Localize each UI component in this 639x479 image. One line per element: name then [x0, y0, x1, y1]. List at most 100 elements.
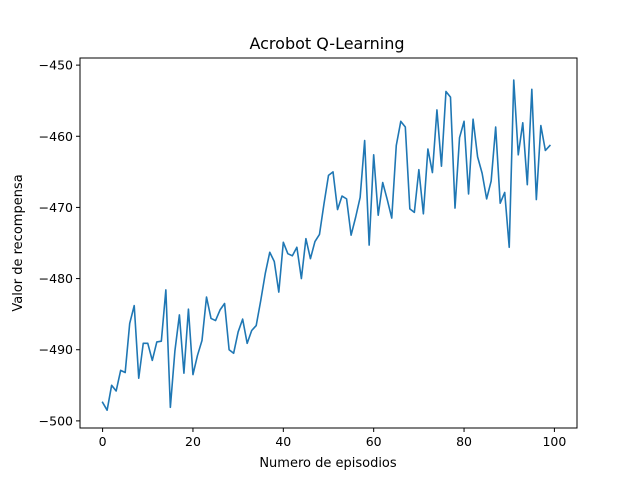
- data-point: [395, 145, 397, 147]
- y-tick-label: −450: [39, 58, 73, 73]
- data-point: [391, 217, 393, 219]
- data-point: [133, 305, 135, 307]
- data-point: [346, 198, 348, 200]
- data-point: [151, 360, 153, 362]
- y-tick-label: −500: [39, 413, 73, 428]
- data-point: [513, 79, 515, 81]
- data-point: [418, 169, 420, 171]
- data-point: [337, 209, 339, 211]
- data-point: [188, 308, 190, 310]
- data-point: [156, 341, 158, 343]
- data-point: [138, 377, 140, 379]
- data-point: [147, 343, 149, 345]
- plot-frame: [79, 57, 578, 429]
- data-point: [490, 180, 492, 182]
- data-point: [377, 214, 379, 216]
- data-point: [472, 118, 474, 120]
- data-point: [310, 258, 312, 260]
- data-point: [197, 355, 199, 357]
- data-point: [328, 175, 330, 177]
- data-point: [549, 145, 551, 147]
- data-point: [224, 303, 226, 305]
- y-tick-label: −460: [39, 129, 73, 144]
- data-point: [323, 203, 325, 205]
- data-point: [237, 331, 239, 333]
- data-point: [382, 182, 384, 184]
- data-point: [481, 172, 483, 174]
- data-point: [255, 325, 257, 327]
- data-point: [450, 96, 452, 98]
- data-point: [536, 199, 538, 201]
- data-point: [264, 273, 266, 275]
- data-point: [359, 197, 361, 199]
- data-point: [522, 122, 524, 124]
- data-point: [368, 244, 370, 246]
- x-tick-label: 80: [456, 434, 472, 449]
- data-point: [251, 330, 253, 332]
- data-point: [459, 137, 461, 139]
- data-point: [115, 390, 117, 392]
- data-point: [215, 320, 217, 322]
- data-point: [531, 89, 533, 91]
- data-point: [423, 213, 425, 215]
- data-point: [540, 125, 542, 127]
- data-point: [445, 91, 447, 93]
- data-point: [350, 234, 352, 236]
- data-point: [296, 246, 298, 248]
- data-point: [269, 251, 271, 253]
- data-point: [436, 109, 438, 111]
- x-tick-label: 60: [366, 434, 382, 449]
- data-point: [278, 291, 280, 293]
- data-point: [463, 121, 465, 123]
- data-point: [386, 199, 388, 201]
- data-point: [499, 202, 501, 204]
- data-point: [165, 289, 167, 291]
- x-axis-label: Numero de episodios: [259, 456, 397, 471]
- data-point: [129, 323, 131, 325]
- data-point: [517, 154, 519, 156]
- data-point: [273, 261, 275, 263]
- data-point: [508, 246, 510, 248]
- data-point: [373, 154, 375, 156]
- data-point: [287, 253, 289, 255]
- data-point: [233, 352, 235, 354]
- data-point: [242, 318, 244, 320]
- data-point: [201, 340, 203, 342]
- data-point: [545, 150, 547, 152]
- data-point: [468, 193, 470, 195]
- data-point: [454, 207, 456, 209]
- data-point: [260, 300, 262, 302]
- data-point: [228, 349, 230, 351]
- x-tick-label: 40: [275, 434, 291, 449]
- y-tick-label: −490: [39, 342, 73, 357]
- data-point: [106, 409, 108, 411]
- x-tick-label: 20: [185, 434, 201, 449]
- y-axis-label: Valor de recompensa: [11, 174, 26, 311]
- data-point: [124, 372, 126, 374]
- data-point: [305, 238, 307, 240]
- data-point: [504, 192, 506, 194]
- data-point: [301, 278, 303, 280]
- data-point: [477, 156, 479, 158]
- data-point: [527, 184, 529, 186]
- data-point: [183, 372, 185, 374]
- series-line: [101, 79, 552, 412]
- data-point: [170, 407, 172, 409]
- plot-area: [101, 79, 552, 412]
- data-point: [246, 343, 248, 345]
- data-point: [219, 309, 221, 311]
- data-point: [432, 172, 434, 174]
- data-point: [486, 198, 488, 200]
- data-point: [192, 374, 194, 376]
- chart-title: Acrobot Q-Learning: [249, 34, 404, 53]
- y-tick-label: −480: [39, 271, 73, 286]
- data-point: [414, 212, 416, 214]
- data-point: [142, 343, 144, 345]
- data-point: [179, 314, 181, 316]
- data-point: [409, 208, 411, 210]
- data-point: [161, 340, 163, 342]
- data-point: [495, 126, 497, 128]
- data-point: [427, 148, 429, 150]
